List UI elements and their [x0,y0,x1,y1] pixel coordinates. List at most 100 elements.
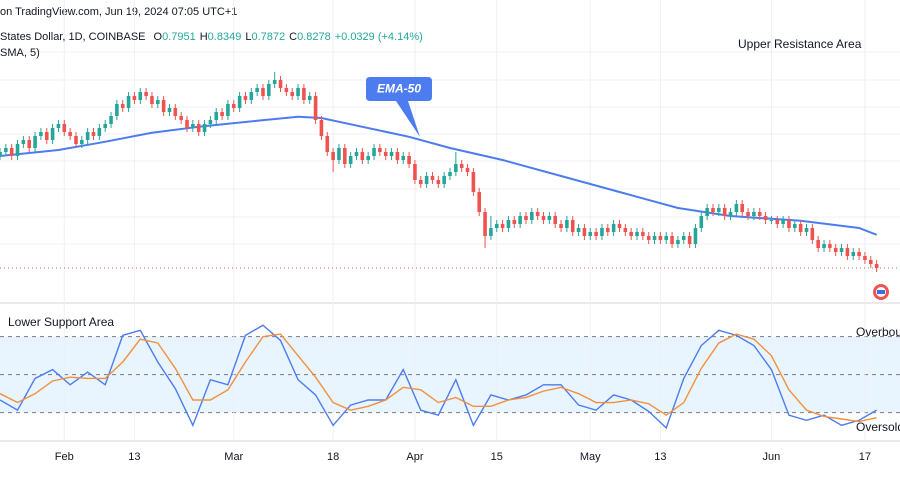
candle-body [155,100,160,104]
candle-body [757,212,762,216]
candle-body [173,108,178,116]
candle-body [828,244,832,248]
candle-body [530,212,534,220]
candle-body [594,232,598,236]
candle-body [115,104,119,116]
candle-body [570,220,575,232]
candle-body [302,88,306,100]
candle-body [711,208,715,212]
candle-body [378,148,382,152]
candle-body [833,248,838,252]
candle-body [857,252,861,256]
candle-body [226,104,230,116]
candle-body [611,224,616,232]
candle-body [600,228,604,236]
candle-body [845,248,850,256]
candle-body [664,236,669,240]
candle-body [278,80,283,88]
candle-body [220,112,224,116]
candle-body [272,80,277,84]
candle-body [214,112,219,120]
candle-body [372,148,376,156]
candle-body [681,236,686,240]
candle-body [506,220,511,228]
candle-body [740,204,745,212]
candle-body [787,220,791,228]
candle-body [489,228,493,236]
x-tick-label: May [580,451,601,463]
candle-body [524,216,528,220]
symbol: States Dollar, 1D, COINBASE [0,31,146,43]
candle-body [290,92,295,96]
candle-body [261,88,265,96]
candle-body [80,140,84,144]
candle-body [553,216,557,224]
candle-body [202,124,207,132]
candle-body [629,232,633,236]
candle-body [459,164,464,168]
symbol-line: States Dollar, 1D, COINBASE O0.7951 H0.834… [0,31,423,43]
candle-body [798,224,803,232]
ohlc-value: 0.8278 [297,31,331,43]
candle-body [687,236,692,244]
candle-body [255,88,259,92]
candle-body [401,156,406,160]
candle-body [547,216,552,220]
candle-body [196,124,201,132]
oscillator-line [0,333,877,423]
candle-body [494,224,499,228]
annotation: Overbought [856,325,900,339]
candle-body [9,148,14,156]
candle-body [68,132,72,136]
candle-body [477,192,482,212]
candle-body [728,212,733,216]
candle-body [804,228,809,232]
x-tick-label: 13 [128,451,140,463]
flag-icon [873,284,889,300]
candle-body [389,152,394,156]
candle-body [518,216,522,224]
candle-body [413,164,417,180]
candle-body [354,152,359,156]
candle-body [331,152,335,160]
candle-body [208,120,213,124]
candle-body [231,104,236,108]
candle-body [424,176,429,184]
ohlc-label: C [289,31,297,43]
x-tick-label: 15 [491,451,503,463]
candle-body [851,252,856,256]
x-tick-label: 17 [859,451,871,463]
candle-body [21,140,26,144]
candle-body [641,232,645,236]
candle-body [705,208,709,216]
candle-body [243,96,248,100]
candle-body [50,128,55,140]
candle-body [0,152,2,156]
candle-body [56,124,61,128]
x-tick-label: Feb [55,451,74,463]
candle-body [366,156,370,160]
candle-body [126,96,131,108]
candle-body [307,96,312,100]
candle-body [267,84,271,96]
ohlc-label: O [154,31,163,43]
candle-body [535,212,540,216]
candle-body [588,232,593,236]
candle-body [874,264,879,268]
candle-body [717,208,721,212]
candle-body [191,124,195,128]
candle-body [868,260,873,264]
candle-body [284,88,289,92]
candle-body [33,136,37,148]
ema-callout: EMA-50 [366,77,432,137]
candle-body [541,216,546,220]
candle-body [769,220,774,221]
candle-body [360,152,365,160]
candle-body [313,96,318,120]
ohlc-label: L [245,31,251,43]
callout-box [366,77,432,137]
candle-body [383,152,388,156]
candle-body [471,172,476,192]
candle-body [319,120,324,136]
candle-body [646,236,651,240]
